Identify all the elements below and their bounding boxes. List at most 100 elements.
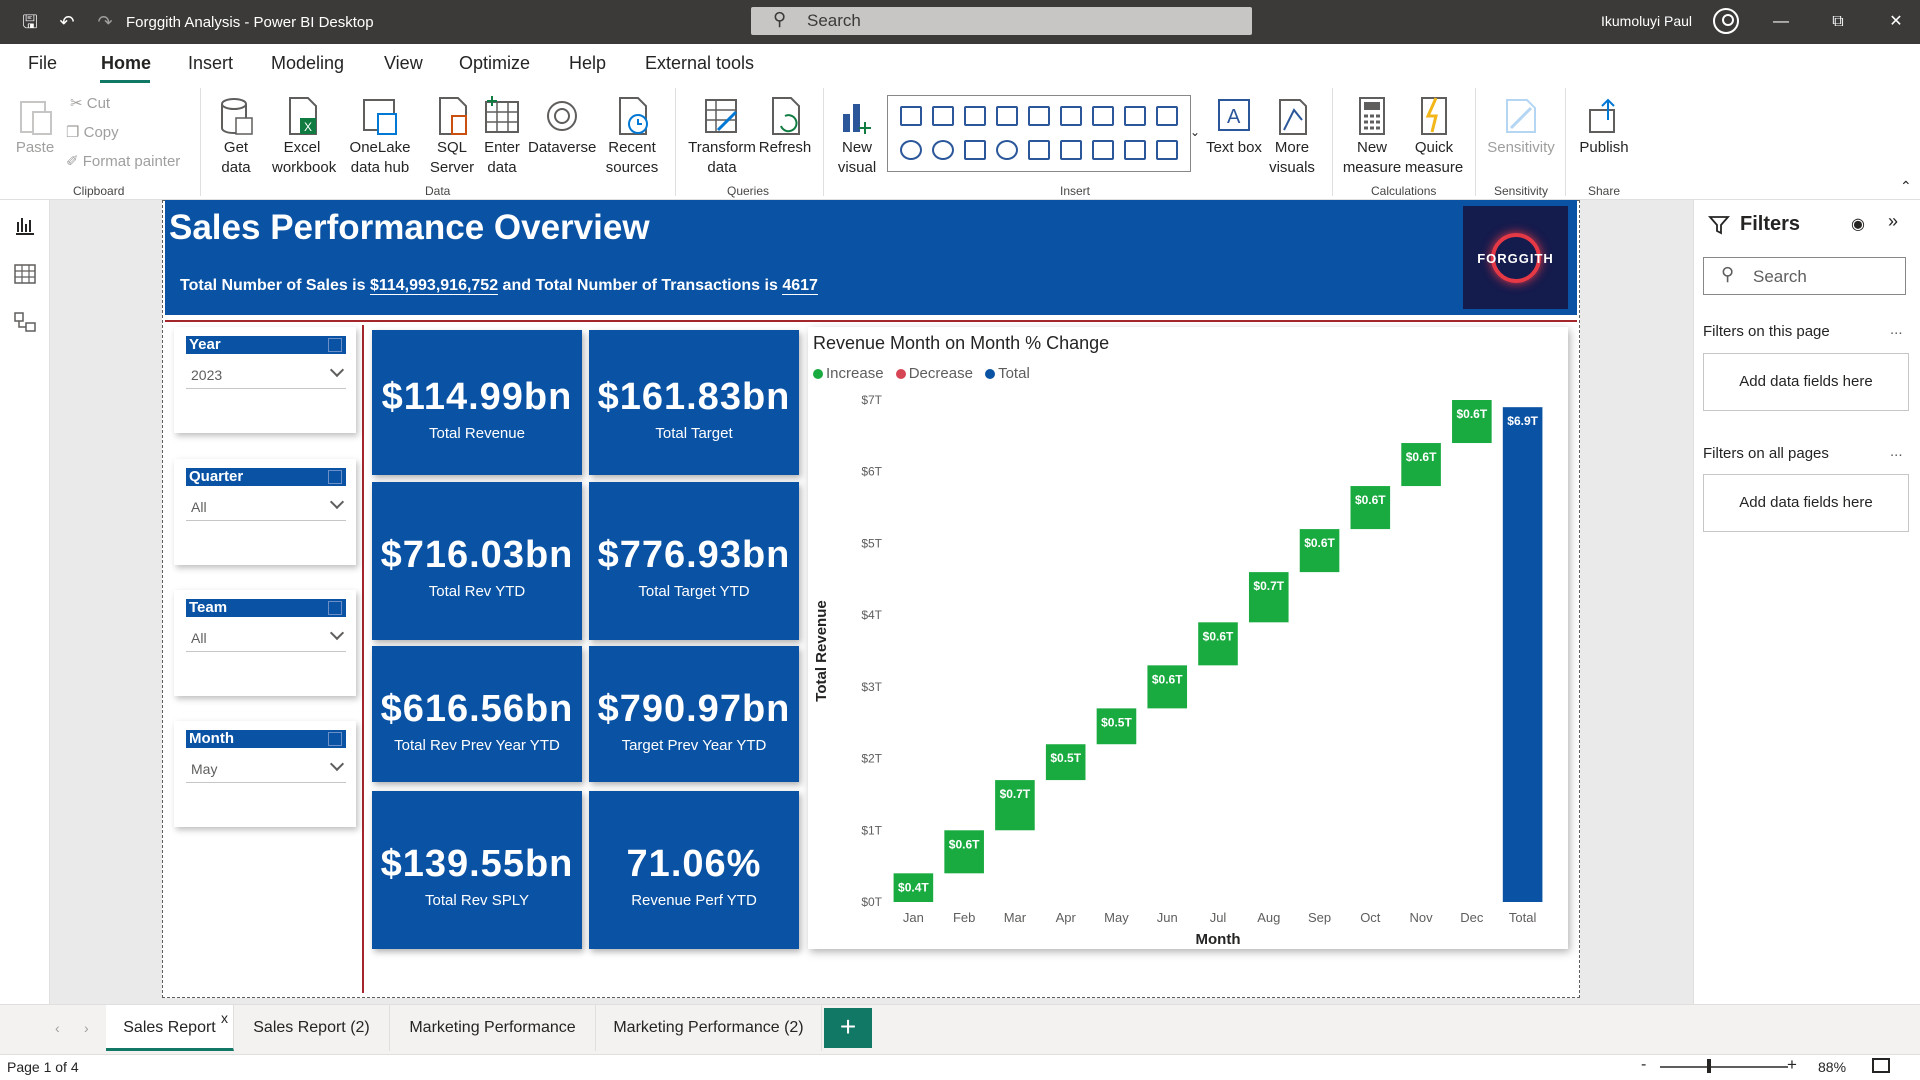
gallery-expand-icon[interactable]: ⌄ — [1190, 125, 1201, 139]
publish-button[interactable]: Publish — [1575, 96, 1633, 158]
avatar[interactable] — [1713, 8, 1739, 34]
bar-apr[interactable] — [1045, 744, 1086, 781]
bar-sep[interactable] — [1299, 529, 1340, 573]
legend-increase[interactable]: Increase — [813, 365, 884, 382]
month-slicer[interactable]: Month May — [174, 721, 356, 827]
kpi-total-revenue[interactable]: $114.99bn Total Revenue — [372, 330, 582, 475]
table-visual-icon[interactable] — [1124, 140, 1146, 160]
clustered-bar-icon[interactable] — [964, 106, 986, 126]
tab-marketing-performance[interactable]: Marketing Performance — [390, 1005, 596, 1051]
menu-home[interactable]: Home — [101, 53, 152, 73]
bar-jul[interactable] — [1198, 622, 1238, 666]
kpi-total-target-ytd[interactable]: $776.93bn Total Target YTD — [589, 482, 799, 640]
restore-icon[interactable]: ⧉ — [1832, 13, 1844, 30]
new-visual-button[interactable]: New visual — [830, 96, 884, 178]
close-icon[interactable]: ✕ — [1889, 13, 1903, 30]
model-view-icon[interactable] — [14, 312, 36, 332]
legend-decrease[interactable]: Decrease — [895, 365, 973, 382]
tab-marketing-performance-2[interactable]: Marketing Performance (2) — [596, 1005, 822, 1051]
bar-jun[interactable] — [1147, 665, 1188, 709]
collapse-ribbon-icon[interactable]: ⌃ — [1900, 178, 1912, 194]
tab-sales-report[interactable]: Sales Report — [106, 1005, 234, 1051]
recent-sources-button[interactable]: Recent sources — [598, 96, 666, 178]
gauge-icon[interactable] — [1028, 140, 1050, 160]
table-view-icon[interactable] — [14, 264, 36, 284]
get-data-button[interactable]: Get data — [208, 96, 264, 178]
bar-aug[interactable] — [1248, 572, 1289, 623]
bar-jan[interactable] — [893, 873, 934, 902]
team-slicer[interactable]: Team All — [174, 590, 356, 696]
quarter-slicer[interactable]: Quarter All — [174, 459, 356, 565]
quarter-dropdown[interactable]: All — [186, 493, 346, 521]
transform-data-button[interactable]: Transform data — [683, 96, 761, 178]
stacked-column-icon[interactable] — [932, 106, 954, 126]
paste-button[interactable]: Paste — [12, 96, 58, 158]
waterfall-chart-card[interactable] — [808, 327, 1568, 949]
excel-workbook-button[interactable]: X Excel workbook — [272, 96, 336, 178]
new-measure-button[interactable]: New measure — [1340, 96, 1404, 178]
more-options-icon[interactable]: ... — [1890, 443, 1903, 460]
search-input[interactable]: ⚲ Search — [751, 7, 1252, 35]
cut-button[interactable]: ✂ Cut — [70, 95, 111, 112]
clustered-column-icon[interactable] — [996, 106, 1018, 126]
month-dropdown[interactable]: May — [186, 755, 346, 783]
zoom-slider-thumb[interactable] — [1707, 1059, 1711, 1073]
kpi-total-rev-sply[interactable]: $139.55bn Total Rev SPLY — [372, 791, 582, 949]
bar-oct[interactable] — [1350, 486, 1391, 530]
tab-sales-report-2[interactable]: Sales Report (2) — [234, 1005, 390, 1051]
100-column-icon[interactable] — [1060, 106, 1082, 126]
visuals-gallery[interactable] — [887, 95, 1191, 172]
this-page-drop-well[interactable]: Add data fields here — [1703, 353, 1909, 411]
zoom-slider[interactable] — [1660, 1066, 1788, 1068]
sql-server-button[interactable]: SQL Server — [428, 96, 476, 178]
map-icon[interactable] — [996, 140, 1018, 160]
menu-external-tools[interactable]: External tools — [645, 53, 755, 73]
menu-help[interactable]: Help — [569, 53, 607, 73]
funnel-icon[interactable] — [1156, 106, 1178, 126]
year-slicer[interactable]: Year 2023 — [174, 327, 356, 433]
minimize-icon[interactable]: — — [1773, 13, 1789, 30]
matrix-icon[interactable] — [1156, 140, 1178, 160]
bar-mar[interactable] — [995, 780, 1035, 831]
onelake-button[interactable]: OneLake data hub — [333, 96, 427, 178]
eye-icon[interactable]: ◉ — [1851, 216, 1865, 233]
bar-total[interactable] — [1502, 407, 1543, 902]
undo-icon[interactable]: ↶ — [59, 12, 75, 32]
next-page-icon[interactable]: › — [84, 1020, 89, 1036]
line-chart-icon[interactable] — [1092, 106, 1114, 126]
sensitivity-button[interactable]: Sensitivity — [1482, 96, 1560, 158]
bar-nov[interactable] — [1401, 443, 1441, 487]
report-view-icon[interactable] — [14, 216, 36, 236]
filter-search-input[interactable]: ⚲ Search — [1703, 257, 1906, 295]
copy-button[interactable]: ❐ Copy — [66, 124, 119, 141]
prev-page-icon[interactable]: ‹ — [55, 1020, 60, 1036]
card-icon[interactable] — [1060, 140, 1082, 160]
stacked-bar-icon[interactable] — [900, 106, 922, 126]
team-dropdown[interactable]: All — [186, 624, 346, 652]
menu-file[interactable]: File — [28, 53, 58, 73]
all-pages-drop-well[interactable]: Add data fields here — [1703, 474, 1909, 532]
text-box-button[interactable]: A Text box — [1206, 96, 1262, 158]
menu-insert[interactable]: Insert — [188, 53, 234, 73]
kpi-total-rev-prev-year-ytd[interactable]: $616.56bn Total Rev Prev Year YTD — [372, 646, 582, 782]
legend-total[interactable]: Total — [985, 365, 1030, 382]
refresh-button[interactable]: Refresh — [757, 96, 813, 158]
save-icon[interactable]: 🖫 — [22, 12, 38, 32]
kpi-total-target[interactable]: $161.83bn Total Target — [589, 330, 799, 475]
more-visuals-button[interactable]: More visuals — [1262, 96, 1322, 178]
year-dropdown[interactable]: 2023 — [186, 361, 346, 389]
donut-chart-icon[interactable] — [932, 140, 954, 160]
user-name[interactable]: Ikumoluyi Paul — [1601, 13, 1693, 29]
bar-dec[interactable] — [1452, 400, 1492, 444]
dataverse-button[interactable]: Dataverse — [528, 96, 596, 158]
area-chart-icon[interactable] — [1124, 106, 1146, 126]
close-tab-icon[interactable]: x — [221, 1010, 228, 1026]
enter-data-button[interactable]: Enter data — [478, 96, 526, 178]
menu-optimize[interactable]: Optimize — [459, 53, 531, 73]
bar-may[interactable] — [1096, 708, 1137, 745]
kpi-target-prev-year-ytd[interactable]: $790.97bn Target Prev Year YTD — [589, 646, 799, 782]
redo-icon[interactable]: ↷ — [97, 12, 113, 32]
treemap-icon[interactable] — [964, 140, 986, 160]
menu-modeling[interactable]: Modeling — [271, 53, 345, 73]
pie-chart-icon[interactable] — [900, 140, 922, 160]
